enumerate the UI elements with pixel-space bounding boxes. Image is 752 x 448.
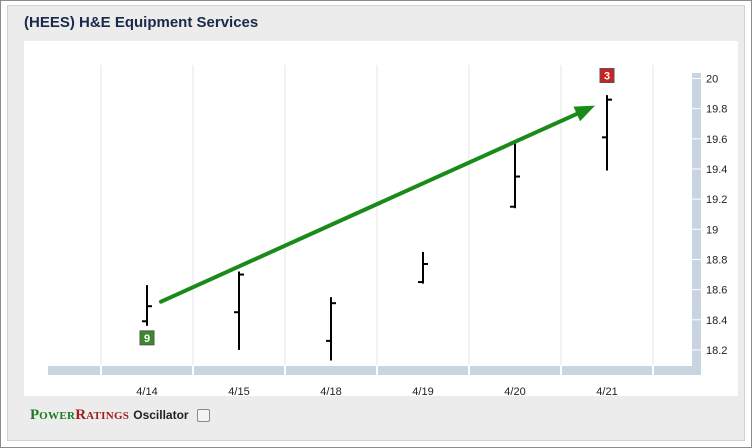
price-chart: 4/14 4/15 4/18 4/19 4/20 4/21 18.2 18.4 18.6 18.8… <box>48 65 727 398</box>
x-axis-strip <box>48 366 701 375</box>
x-axis-separator <box>560 366 562 375</box>
y-tick-label: 18.8 <box>706 254 727 266</box>
y-tick-label: 19.8 <box>706 104 727 116</box>
price-bar <box>326 297 336 361</box>
chart-panel: (HEES) H&E Equipment Services 4/14 4/15 4/… <box>7 5 745 441</box>
rating-badge-box <box>599 68 615 84</box>
x-axis-separator <box>652 366 654 375</box>
y-tick-label: 19.2 <box>706 194 727 206</box>
y-tick-label: 18.6 <box>706 285 727 297</box>
price-bar <box>602 95 612 171</box>
x-axis-separator <box>468 366 470 375</box>
x-tick-label: 4/14 <box>136 386 157 398</box>
x-axis-separator <box>192 366 194 375</box>
y-axis-strip <box>692 73 701 375</box>
x-axis-separator <box>100 366 102 375</box>
brand-power-rest: OWER <box>39 410 76 422</box>
y-tick-label: 18.4 <box>706 315 727 327</box>
trend-arrow <box>159 105 595 304</box>
x-axis-separator <box>284 366 286 375</box>
power-ratings-brand: POWERRATINGS <box>30 406 129 424</box>
price-bar <box>510 140 520 209</box>
price-bar <box>234 271 244 350</box>
y-tick-label: 19.6 <box>706 134 727 146</box>
brand-ratings-initial: R <box>75 407 87 423</box>
price-bar <box>418 251 428 284</box>
power-ratings-footer: POWERRATINGS Oscillator <box>30 406 210 424</box>
y-tick-label: 19 <box>706 224 718 236</box>
price-bar <box>142 285 152 326</box>
x-tick-label: 4/19 <box>412 386 433 398</box>
rating-badge: 9 <box>139 330 155 346</box>
x-tick-label: 4/15 <box>228 386 249 398</box>
x-tick-label: 4/20 <box>504 386 525 398</box>
price-bars <box>142 95 612 361</box>
x-tick-label: 4/18 <box>320 386 341 398</box>
trend-arrow-head <box>573 105 595 122</box>
chart-title: (HEES) H&E Equipment Services <box>24 14 259 31</box>
y-tick-label: 18.2 <box>706 345 727 357</box>
trend-arrow-shaft <box>159 111 579 304</box>
y-axis: 18.2 18.4 18.6 18.8 19 19.2 19.4 19.6 19.8 20 <box>692 73 727 375</box>
brand-power-initial: P <box>30 407 40 423</box>
x-tick-label: 4/21 <box>596 386 617 398</box>
y-tick-label: 19.4 <box>706 164 727 176</box>
x-axis: 4/14 4/15 4/18 4/19 4/20 4/21 <box>48 366 701 398</box>
grid-lines <box>100 65 654 365</box>
rating-badge-label: 9 <box>144 333 150 345</box>
oscillator-label: Oscillator <box>133 408 189 422</box>
x-axis-separator <box>376 366 378 375</box>
plot-area: 4/14 4/15 4/18 4/19 4/20 4/21 18.2 18.4 18.6 18.8… <box>24 41 738 398</box>
rating-badge: 3 <box>599 68 615 84</box>
rating-badge-label: 3 <box>604 71 610 83</box>
rating-badge-box <box>139 330 155 346</box>
rating-badges: 93 <box>139 68 615 346</box>
y-tick-label: 20 <box>706 74 718 86</box>
oscillator-toggle-checkbox[interactable] <box>196 408 210 422</box>
brand-ratings-rest: ATINGS <box>86 410 130 422</box>
